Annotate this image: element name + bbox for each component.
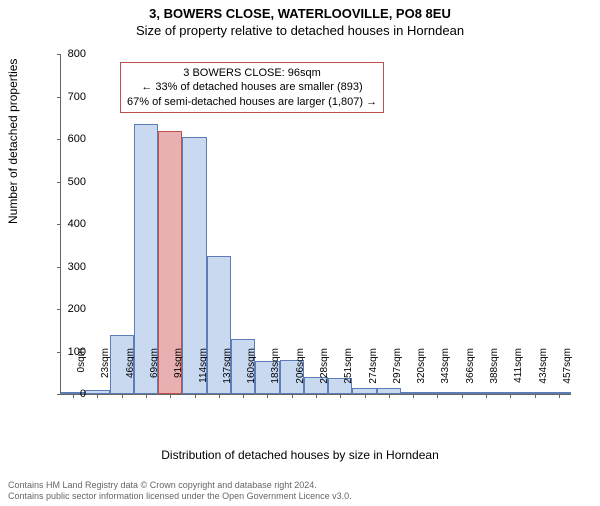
x-tick-mark (146, 394, 147, 398)
footer-line2: Contains public sector information licen… (8, 491, 352, 502)
x-axis-label: Distribution of detached houses by size … (0, 448, 600, 462)
x-tick-mark (462, 394, 463, 398)
annotation-line2: ← 33% of detached houses are smaller (89… (127, 80, 377, 94)
x-tick-mark (486, 394, 487, 398)
y-tick-label: 500 (56, 176, 86, 188)
y-tick-label: 0 (56, 388, 86, 400)
x-tick-mark (292, 394, 293, 398)
x-tick-mark (170, 394, 171, 398)
y-tick-label: 800 (56, 48, 86, 60)
title-sub: Size of property relative to detached ho… (0, 23, 600, 38)
x-tick-mark (219, 394, 220, 398)
x-tick-mark (559, 394, 560, 398)
x-tick-mark (122, 394, 123, 398)
x-tick-mark (365, 394, 366, 398)
x-tick-label: 366sqm (465, 348, 476, 398)
x-tick-mark (340, 394, 341, 398)
x-tick-label: 320sqm (416, 348, 427, 398)
x-tick-mark (535, 394, 536, 398)
annotation-line1: 3 BOWERS CLOSE: 96sqm (127, 66, 377, 80)
x-tick-mark (97, 394, 98, 398)
annotation-line3: 67% of semi-detached houses are larger (… (127, 95, 377, 109)
y-tick-label: 600 (56, 133, 86, 145)
x-tick-label: 343sqm (440, 348, 451, 398)
x-tick-mark (413, 394, 414, 398)
y-tick-label: 400 (56, 218, 86, 230)
x-tick-mark (437, 394, 438, 398)
title-main: 3, BOWERS CLOSE, WATERLOOVILLE, PO8 8EU (0, 6, 600, 21)
x-tick-mark (243, 394, 244, 398)
x-tick-label: 297sqm (392, 348, 403, 398)
y-tick-label: 700 (56, 91, 86, 103)
highlight-annotation: 3 BOWERS CLOSE: 96sqm ← 33% of detached … (120, 62, 384, 113)
y-tick-label: 200 (56, 303, 86, 315)
x-tick-label: 388sqm (489, 348, 500, 398)
x-tick-mark (195, 394, 196, 398)
x-tick-label: 457sqm (562, 348, 573, 398)
x-tick-label: 411sqm (513, 348, 524, 398)
y-tick-label: 100 (56, 346, 86, 358)
y-tick-label: 300 (56, 261, 86, 273)
footer-line1: Contains HM Land Registry data © Crown c… (8, 480, 352, 491)
x-tick-mark (510, 394, 511, 398)
x-tick-label: 434sqm (538, 348, 549, 398)
x-tick-mark (316, 394, 317, 398)
x-tick-mark (389, 394, 390, 398)
y-axis-label: Number of detached properties (6, 59, 20, 224)
footer-attribution: Contains HM Land Registry data © Crown c… (8, 480, 352, 502)
x-tick-mark (267, 394, 268, 398)
